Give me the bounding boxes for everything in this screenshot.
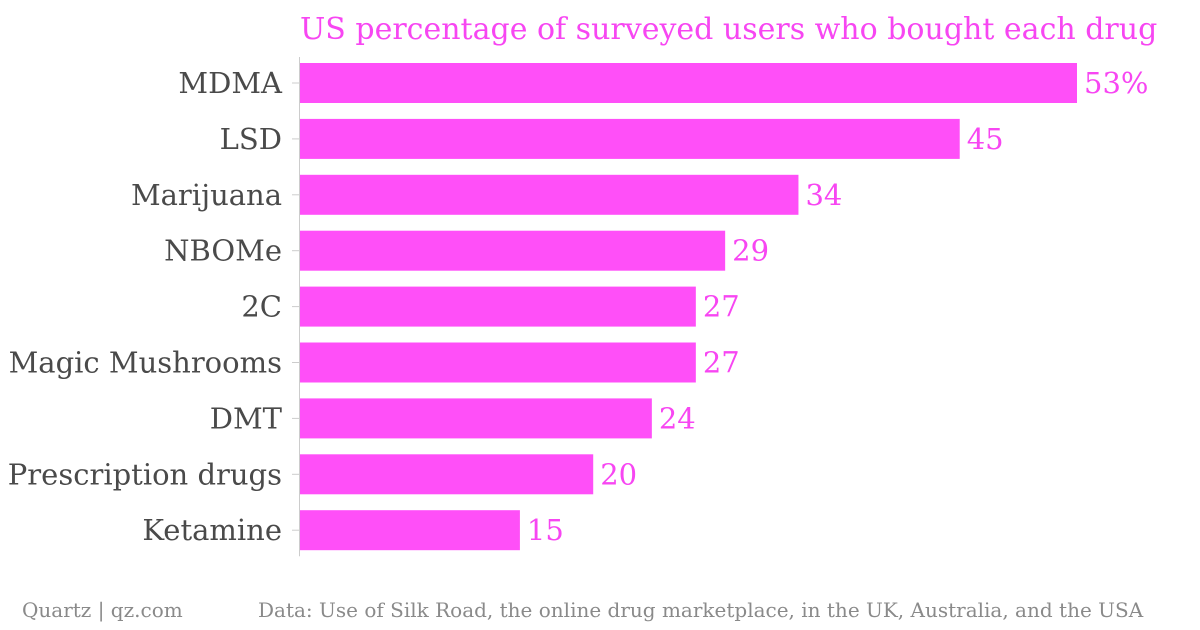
value-label: 24 bbox=[659, 401, 696, 435]
bar bbox=[300, 342, 696, 383]
category-label: MDMA bbox=[178, 66, 283, 100]
chart-title: US percentage of surveyed users who boug… bbox=[300, 12, 1158, 47]
footer-data-note: Data: Use of Silk Road, the online drug … bbox=[258, 598, 1144, 622]
category-label: Marijuana bbox=[131, 178, 282, 212]
value-label: 27 bbox=[703, 290, 740, 324]
category-label: Magic Mushrooms bbox=[9, 346, 282, 380]
category-label: 2C bbox=[241, 290, 282, 324]
bar bbox=[300, 398, 652, 439]
bar bbox=[300, 63, 1077, 103]
category-label: DMT bbox=[210, 401, 283, 435]
value-label: 27 bbox=[703, 346, 740, 380]
value-label: 53% bbox=[1084, 66, 1148, 100]
value-label: 34 bbox=[805, 178, 842, 212]
footer-source: Quartz | qz.com bbox=[22, 598, 183, 622]
bar bbox=[300, 118, 960, 159]
category-label: NBOMe bbox=[164, 234, 282, 268]
bar bbox=[300, 454, 594, 495]
value-label: 15 bbox=[527, 513, 564, 547]
bar bbox=[300, 174, 799, 215]
bar bbox=[300, 230, 726, 271]
bar bbox=[300, 286, 696, 327]
category-label: LSD bbox=[220, 122, 282, 156]
bar bbox=[300, 510, 520, 551]
category-label: Ketamine bbox=[142, 513, 282, 547]
value-label: 45 bbox=[967, 122, 1004, 156]
value-label: 20 bbox=[600, 457, 637, 491]
category-label: Prescription drugs bbox=[8, 457, 282, 491]
value-label: 29 bbox=[732, 234, 769, 268]
